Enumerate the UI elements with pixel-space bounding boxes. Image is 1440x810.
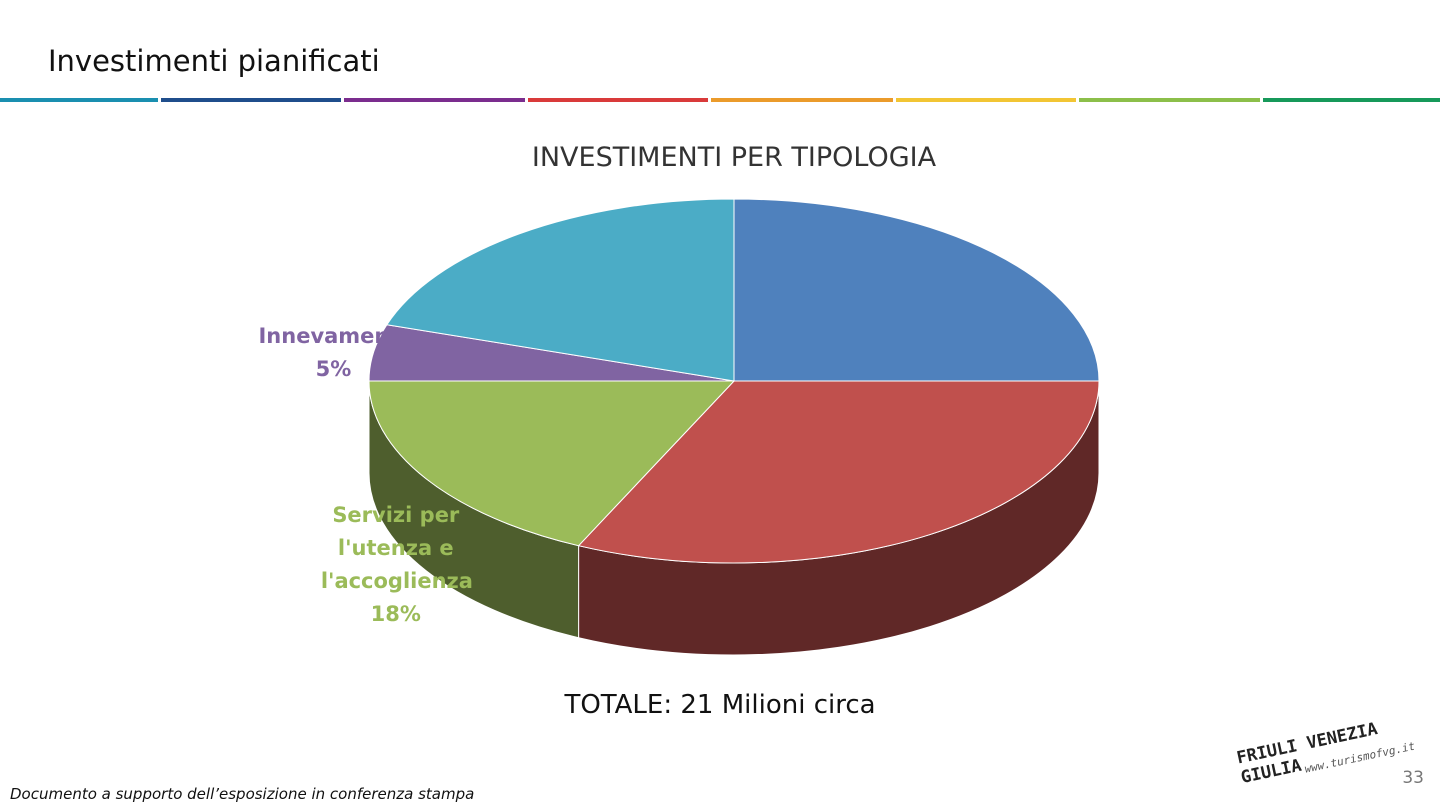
slice (386, 198, 735, 382)
slice (733, 198, 1100, 382)
stripe (344, 98, 525, 102)
total-note: TOTALE: 21 Milioni circa (564, 690, 876, 720)
slice-label: Innevamento 5% (258, 320, 414, 386)
stripe (161, 98, 341, 102)
slice (577, 380, 1100, 564)
slice (368, 380, 736, 547)
slice-label: Servizi per l'utenza e l'accoglienza 18% (320, 499, 473, 631)
chart-title: INVESTIMENTI PER TIPOLOGIA (531, 142, 937, 173)
page-number: 33 (1402, 768, 1424, 788)
stripe (1263, 98, 1440, 102)
slice-category: Innevamento (258, 323, 414, 348)
slice-category: Servizi per l'utenza e l'accoglienza (320, 502, 473, 593)
slice-value: 18% (370, 601, 421, 626)
slice-value: 5% (315, 356, 352, 381)
slide-title: Investimenti pianificati (48, 44, 380, 78)
stripe (1079, 98, 1260, 102)
stripe (711, 98, 893, 102)
footer: Documento a supporto dell’esposizione in… (10, 785, 475, 803)
stripe (896, 98, 1076, 102)
stripe (0, 98, 158, 102)
stripe (528, 98, 708, 102)
